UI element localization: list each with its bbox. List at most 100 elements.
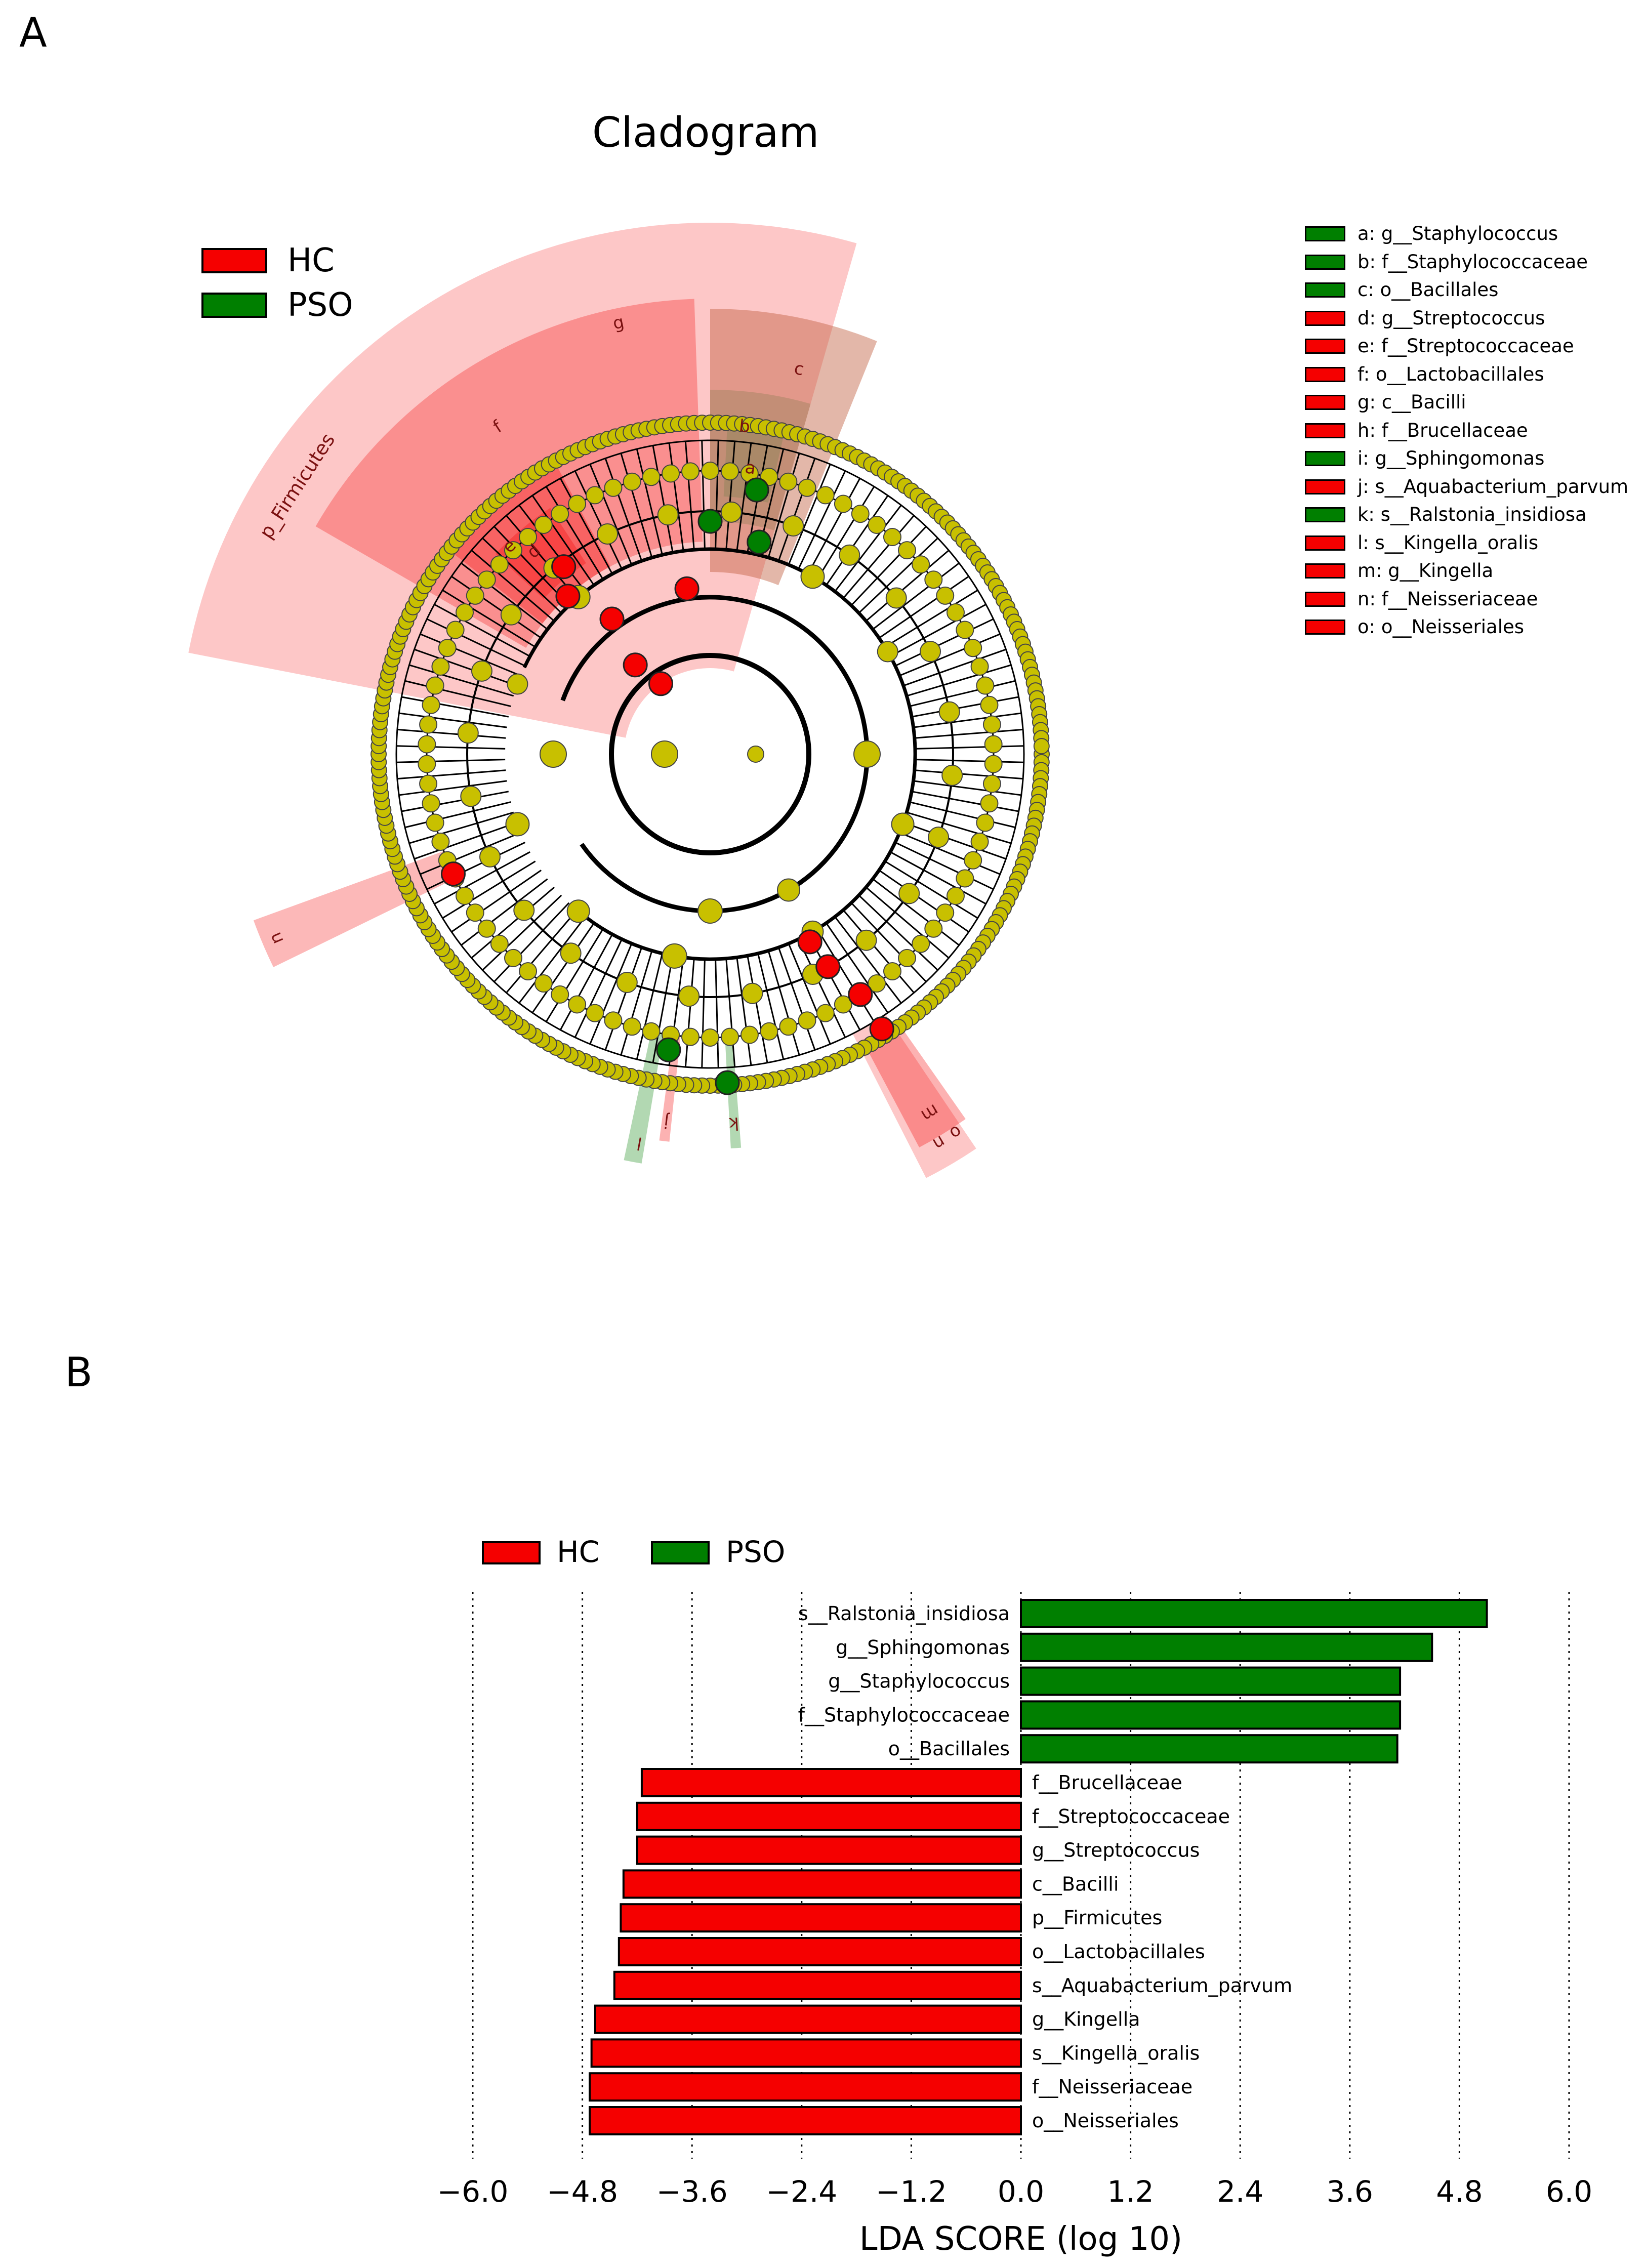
bar-label: s__Aquabacterium_parvum — [1032, 1974, 1292, 1997]
branch — [913, 780, 1021, 796]
class-node — [697, 898, 723, 924]
branch — [461, 878, 548, 946]
key-swatch — [1305, 395, 1345, 410]
family-node — [457, 722, 479, 744]
genus-node — [534, 515, 553, 534]
genus-node — [779, 472, 798, 491]
branch — [589, 464, 633, 565]
branch — [914, 728, 1023, 739]
branch — [807, 478, 861, 574]
genus-node — [924, 919, 943, 938]
genus-node — [798, 1011, 816, 1030]
genus-node — [936, 903, 955, 922]
branch — [911, 791, 1019, 812]
branch — [884, 589, 978, 648]
branch — [865, 886, 950, 959]
branch — [890, 603, 986, 657]
branch — [668, 443, 684, 551]
key-swatch — [1305, 366, 1345, 382]
key-swatch — [1305, 535, 1345, 551]
family-node — [742, 982, 763, 1004]
genus-node — [924, 570, 943, 589]
legend-swatch-pso — [201, 293, 267, 318]
branch — [414, 648, 517, 687]
genus-node — [519, 962, 538, 980]
branch — [850, 902, 927, 982]
family-node — [783, 515, 804, 537]
branch — [725, 958, 736, 1067]
genus-node — [422, 695, 440, 714]
bar — [640, 1768, 1022, 1797]
class-node — [777, 878, 800, 902]
genus-node — [568, 494, 587, 513]
bar — [1020, 1734, 1399, 1764]
x-tick-label: −6.0 — [437, 2174, 509, 2209]
node-o — [797, 929, 822, 955]
genus-node — [721, 462, 739, 481]
genus-node — [642, 1022, 661, 1041]
bar — [590, 2038, 1022, 2068]
branch — [482, 538, 562, 614]
branch — [834, 916, 902, 1004]
key-label: g: c__Bacilli — [1358, 391, 1466, 413]
branch — [798, 470, 846, 570]
branch — [652, 955, 674, 1063]
branch — [894, 618, 994, 667]
genus-node — [681, 462, 700, 481]
genus-node — [701, 1028, 719, 1047]
genus-node — [642, 468, 661, 486]
branch — [620, 453, 653, 558]
branch — [461, 562, 548, 630]
branch — [396, 759, 506, 763]
genus-node — [816, 486, 835, 505]
key-label: i: g__Sphingomonas — [1358, 447, 1545, 469]
ring-phylum — [560, 595, 870, 914]
branch — [816, 928, 875, 1022]
legend-label-pso: PSO — [287, 286, 353, 324]
genus-node — [604, 478, 623, 497]
branch — [442, 860, 536, 919]
genus-node — [586, 486, 604, 505]
branch — [816, 486, 875, 580]
bar — [1020, 1632, 1433, 1662]
key-swatch — [1305, 226, 1345, 241]
key-swatch — [1305, 310, 1345, 326]
bar-labels: s__Ralstonia_insidiosa g__Sphingomonas g__… — [798, 1602, 1292, 2132]
branch — [914, 769, 1023, 780]
bar — [613, 1970, 1022, 2000]
branch — [531, 922, 595, 1013]
genus-node — [883, 962, 901, 980]
cladogram-biomarkers — [440, 477, 894, 1095]
genus-node — [477, 919, 496, 938]
order-node — [662, 943, 687, 969]
node-a — [697, 509, 723, 534]
branch — [420, 633, 521, 677]
branch — [826, 922, 889, 1013]
node-i — [656, 1037, 681, 1062]
branch — [426, 842, 526, 890]
clade-sector-m — [862, 1019, 966, 1147]
branch — [899, 633, 1001, 677]
x-axis: −6.0 −4.8 −3.6 −2.4 −1.2 0.0 1.2 2.4 3.6 4.8 6.0 LD… — [437, 2174, 1593, 2258]
genus-node — [834, 995, 852, 1014]
branch — [842, 909, 915, 994]
genus-node — [898, 949, 917, 967]
family-node — [839, 544, 860, 566]
branch — [858, 894, 938, 971]
branch — [471, 550, 555, 622]
bar — [594, 2004, 1022, 2034]
family-node — [479, 846, 501, 868]
key-swatch — [1305, 282, 1345, 298]
bar-label: g__Kingella — [1032, 2008, 1140, 2031]
key-label: h: f__Brucellaceae — [1358, 419, 1528, 441]
branch — [736, 957, 752, 1065]
genus-node — [418, 735, 436, 754]
key-swatch — [1305, 563, 1345, 579]
branch — [401, 696, 509, 718]
bar — [622, 1869, 1022, 1899]
ring-class — [522, 547, 917, 961]
branch — [872, 878, 960, 946]
branch — [890, 851, 986, 905]
genus-node — [419, 774, 438, 793]
